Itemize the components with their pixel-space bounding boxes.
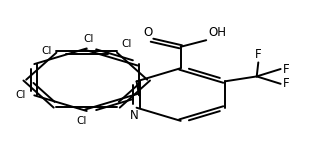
Text: F: F <box>255 48 262 61</box>
Text: F: F <box>283 63 289 76</box>
Text: Cl: Cl <box>41 46 52 56</box>
Text: Cl: Cl <box>15 90 25 100</box>
Text: F: F <box>283 77 289 90</box>
Text: N: N <box>130 109 138 122</box>
Text: O: O <box>144 26 153 39</box>
Text: Cl: Cl <box>77 116 87 126</box>
Text: Cl: Cl <box>122 39 132 48</box>
Text: Cl: Cl <box>83 34 93 44</box>
Text: OH: OH <box>208 26 226 39</box>
